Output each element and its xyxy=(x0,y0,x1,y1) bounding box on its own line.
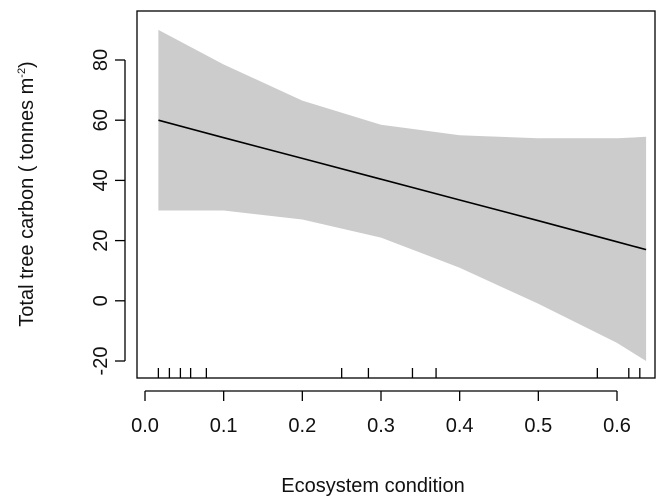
x-tick-label: 0.3 xyxy=(367,415,395,437)
x-tick-label: 0.6 xyxy=(603,415,631,437)
y-tick-label: 40 xyxy=(90,169,112,191)
y-axis: -20 0 20 40 60 80 xyxy=(90,49,126,376)
y-tick-label: 60 xyxy=(90,109,112,131)
fitted-line xyxy=(158,119,647,251)
y-tick-label: -20 xyxy=(90,347,112,376)
y-tick-label: 80 xyxy=(90,49,112,71)
y-axis-title-main: Total tree carbon ( tonnes m xyxy=(16,78,38,327)
x-tick-label: 0.5 xyxy=(524,415,552,437)
x-axis: 0.0 0.1 0.2 0.3 0.4 0.5 0.6 xyxy=(131,390,631,437)
y-axis-title-close: ) xyxy=(16,61,38,68)
plot-area-frame xyxy=(136,10,656,379)
x-tick-label: 0.2 xyxy=(288,415,316,437)
confidence-band xyxy=(158,29,647,362)
x-axis-title: Ecosystem condition xyxy=(281,475,464,497)
x-tick-label: 0.1 xyxy=(210,415,238,437)
y-tick-label: 20 xyxy=(90,229,112,251)
confidence-band-layer xyxy=(158,29,647,362)
y-tick-label: 0 xyxy=(90,295,112,306)
y-axis-title-superscript: -2 xyxy=(16,68,28,78)
y-axis-title: Total tree carbon ( tonnes m-2) xyxy=(16,61,38,326)
x-tick-label: 0.4 xyxy=(446,415,474,437)
rug-marks xyxy=(157,368,641,378)
fitted-line-layer xyxy=(158,119,647,251)
x-tick-label: 0.0 xyxy=(131,415,159,437)
